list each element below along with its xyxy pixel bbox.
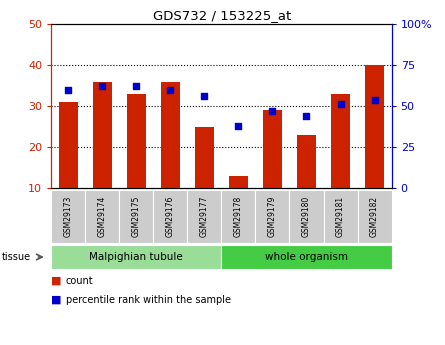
Text: percentile rank within the sample: percentile rank within the sample bbox=[66, 295, 231, 305]
Point bbox=[201, 93, 208, 99]
Bar bbox=[127, 94, 146, 188]
Text: GSM29177: GSM29177 bbox=[200, 196, 209, 237]
Text: ■: ■ bbox=[51, 276, 62, 286]
Point bbox=[337, 102, 344, 107]
Bar bbox=[153, 190, 187, 243]
Text: GSM29174: GSM29174 bbox=[98, 196, 107, 237]
Bar bbox=[222, 190, 255, 243]
Text: GSM29182: GSM29182 bbox=[370, 196, 379, 237]
Point bbox=[303, 113, 310, 119]
Point bbox=[99, 83, 106, 89]
Bar bbox=[59, 102, 77, 188]
Point bbox=[65, 87, 72, 92]
Bar bbox=[119, 190, 153, 243]
Text: GSM29178: GSM29178 bbox=[234, 196, 243, 237]
Point bbox=[133, 83, 140, 89]
Point bbox=[235, 123, 242, 128]
Text: GSM29175: GSM29175 bbox=[132, 196, 141, 237]
Text: GSM29179: GSM29179 bbox=[268, 196, 277, 237]
Bar bbox=[263, 110, 282, 188]
Bar bbox=[51, 190, 85, 243]
Bar bbox=[358, 190, 392, 243]
Text: GSM29173: GSM29173 bbox=[64, 196, 73, 237]
Bar bbox=[290, 190, 324, 243]
Text: count: count bbox=[66, 276, 93, 286]
Bar bbox=[365, 65, 384, 188]
Bar bbox=[85, 190, 119, 243]
Bar bbox=[161, 81, 180, 188]
Bar bbox=[229, 176, 248, 188]
Text: ■: ■ bbox=[51, 295, 62, 305]
Bar bbox=[51, 245, 222, 269]
Text: GSM29181: GSM29181 bbox=[336, 196, 345, 237]
Bar bbox=[93, 81, 112, 188]
Bar bbox=[331, 94, 350, 188]
Bar bbox=[222, 245, 392, 269]
Point bbox=[167, 87, 174, 92]
Text: whole organism: whole organism bbox=[265, 252, 348, 262]
Bar bbox=[297, 135, 316, 188]
Bar bbox=[187, 190, 222, 243]
Bar bbox=[324, 190, 358, 243]
Point bbox=[371, 97, 378, 102]
Text: tissue: tissue bbox=[2, 252, 31, 262]
Bar bbox=[255, 190, 290, 243]
Text: GDS732 / 153225_at: GDS732 / 153225_at bbox=[154, 9, 291, 22]
Text: Malpighian tubule: Malpighian tubule bbox=[89, 252, 183, 262]
Point bbox=[269, 108, 276, 114]
Text: GSM29180: GSM29180 bbox=[302, 196, 311, 237]
Text: GSM29176: GSM29176 bbox=[166, 196, 175, 237]
Bar bbox=[195, 127, 214, 188]
